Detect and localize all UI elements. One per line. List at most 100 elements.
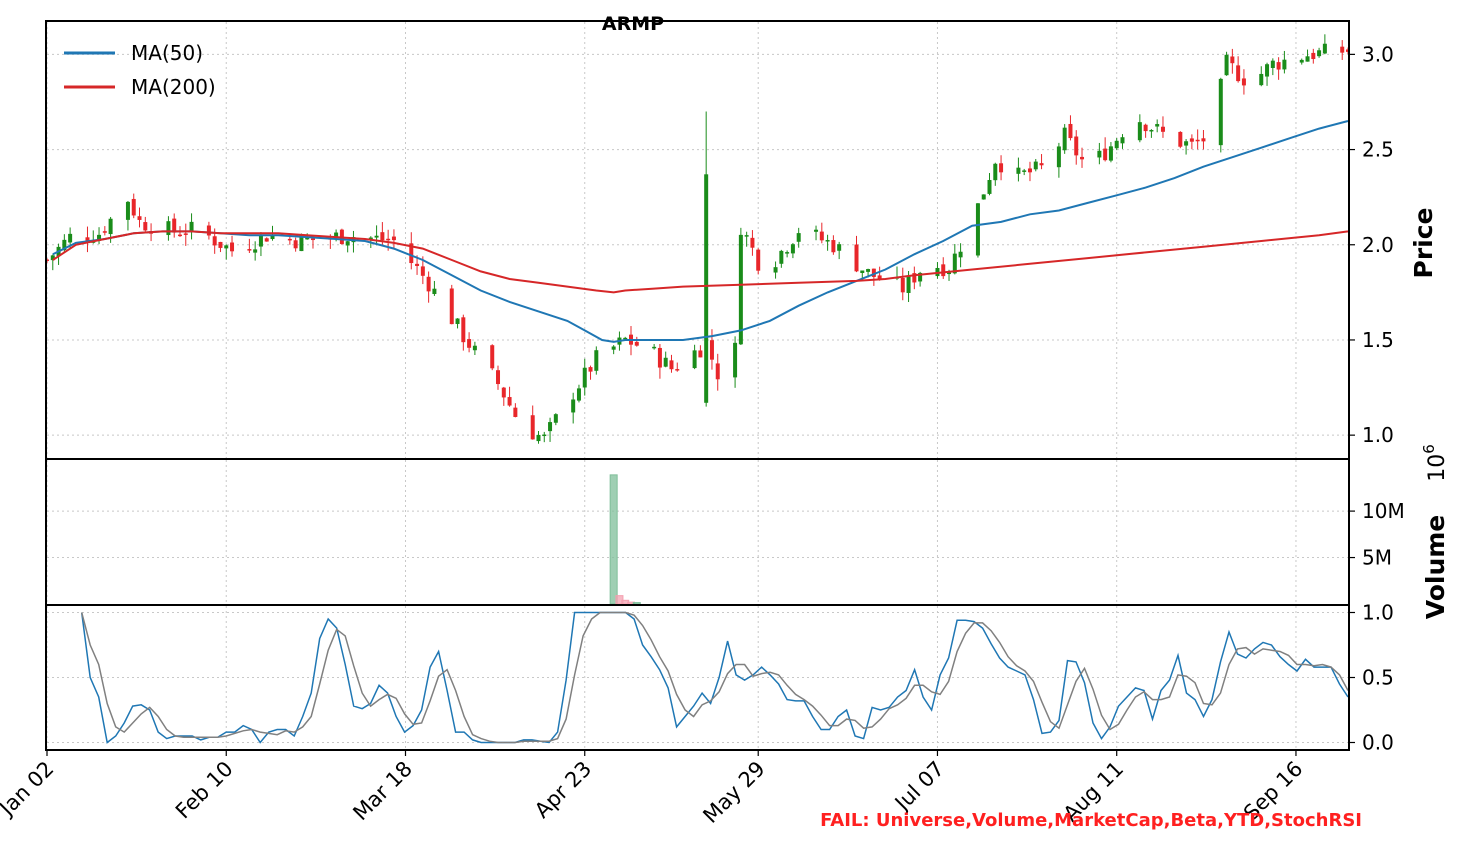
candle-body bbox=[455, 318, 460, 324]
candle-body bbox=[1080, 156, 1085, 160]
candle-body bbox=[733, 342, 738, 378]
candle-body bbox=[657, 347, 662, 368]
candle-body bbox=[125, 201, 130, 220]
candle-body bbox=[796, 233, 801, 242]
volume-axis-label: Volume bbox=[1421, 515, 1450, 620]
candle-body bbox=[918, 272, 923, 282]
candle-body bbox=[264, 238, 269, 242]
candle-body bbox=[756, 249, 761, 271]
price-panel-frame bbox=[45, 20, 1350, 460]
candle-body bbox=[334, 232, 339, 238]
candle-body bbox=[548, 422, 553, 432]
x-tick-label: Jan 02 bbox=[0, 757, 59, 822]
candle-body bbox=[1201, 138, 1206, 142]
candle-body bbox=[490, 345, 495, 369]
candle-body bbox=[877, 275, 882, 280]
candle-body bbox=[819, 231, 824, 241]
candle-body bbox=[773, 267, 778, 273]
candle-body bbox=[143, 222, 148, 231]
candle-body bbox=[860, 270, 865, 273]
candle-body bbox=[305, 237, 310, 240]
candle-body bbox=[206, 225, 211, 236]
candle-body bbox=[137, 216, 142, 220]
candle-body bbox=[258, 234, 263, 247]
stochrsi-k-line bbox=[80, 611, 1349, 744]
candle-body bbox=[1068, 123, 1073, 139]
candle-body bbox=[779, 250, 784, 264]
candle-body bbox=[912, 273, 917, 283]
candle-body bbox=[530, 415, 535, 440]
x-tick-label: Jul 07 bbox=[889, 757, 949, 817]
candle-body bbox=[68, 233, 73, 243]
candle-body bbox=[594, 350, 599, 371]
candle-body bbox=[906, 275, 911, 293]
candle-body bbox=[409, 243, 414, 264]
fail-annotation: FAIL: Universe,Volume,MarketCap,Beta,YTD… bbox=[820, 810, 1362, 831]
candle-body bbox=[1155, 124, 1160, 127]
candle-body bbox=[1137, 122, 1142, 141]
candle-body bbox=[1195, 139, 1200, 142]
candlestick-series bbox=[45, 34, 1350, 444]
candle-body bbox=[1097, 150, 1102, 158]
candle-body bbox=[975, 203, 980, 256]
candle-body bbox=[293, 240, 298, 249]
price-tick-label: 2.0 bbox=[1362, 233, 1394, 257]
candle-body bbox=[380, 232, 385, 241]
candle-body bbox=[368, 237, 373, 240]
candle-body bbox=[386, 238, 391, 241]
candle-body bbox=[345, 241, 350, 246]
price-tick-label: 2.5 bbox=[1362, 138, 1394, 162]
candle-body bbox=[496, 370, 501, 385]
candle-body bbox=[1340, 46, 1345, 53]
candle-body bbox=[1108, 146, 1113, 161]
candle-body bbox=[576, 388, 581, 401]
candle-body bbox=[941, 264, 946, 277]
volume-bars bbox=[609, 474, 641, 605]
candle-body bbox=[513, 407, 518, 417]
candle-body bbox=[709, 340, 714, 360]
candle-body bbox=[790, 244, 795, 254]
candle-body bbox=[1218, 78, 1223, 146]
candle-body bbox=[738, 234, 743, 345]
chart-title: ARMP bbox=[602, 13, 664, 35]
candle-body bbox=[62, 239, 67, 251]
candle-body bbox=[981, 194, 986, 200]
candle-body bbox=[461, 317, 466, 343]
candle-body bbox=[825, 240, 830, 242]
candle-body bbox=[1236, 65, 1241, 82]
legend-ma50-label: MA(50) bbox=[131, 41, 203, 65]
candle-body bbox=[1189, 138, 1194, 142]
stochrsi-tick-label: 1.0 bbox=[1362, 601, 1394, 625]
candle-body bbox=[1299, 59, 1304, 63]
candle-body bbox=[1074, 136, 1079, 156]
candle-body bbox=[987, 179, 992, 194]
candle-body bbox=[415, 263, 420, 266]
candle-body bbox=[189, 221, 194, 233]
candle-body bbox=[432, 288, 437, 295]
stochrsi-tick-label: 0.5 bbox=[1362, 666, 1394, 690]
candle-body bbox=[1103, 148, 1108, 161]
candle-body bbox=[230, 242, 235, 252]
candle-body bbox=[501, 387, 506, 398]
candle-body bbox=[287, 238, 292, 241]
candle-body bbox=[1322, 43, 1327, 54]
candle-body bbox=[692, 350, 697, 369]
candle-body bbox=[837, 244, 842, 251]
candle-body bbox=[1143, 124, 1148, 132]
candle-body bbox=[814, 229, 819, 232]
candle-body bbox=[449, 288, 454, 325]
volume-bar bbox=[609, 474, 618, 605]
candle-body bbox=[472, 345, 477, 351]
price-tick-label: 3.0 bbox=[1362, 42, 1394, 66]
volume-tick-label: 10M bbox=[1362, 499, 1405, 523]
x-tick-label: Feb 10 bbox=[171, 757, 238, 824]
candle-body bbox=[1259, 73, 1264, 86]
candle-body bbox=[663, 357, 668, 367]
legend: MA(50) MA(200) bbox=[64, 41, 216, 99]
candle-body bbox=[1120, 137, 1125, 144]
candle-body bbox=[947, 272, 952, 275]
candle-body bbox=[1016, 167, 1021, 174]
candle-body bbox=[1184, 141, 1189, 146]
candle-body bbox=[1178, 131, 1183, 147]
candle-body bbox=[183, 233, 188, 235]
